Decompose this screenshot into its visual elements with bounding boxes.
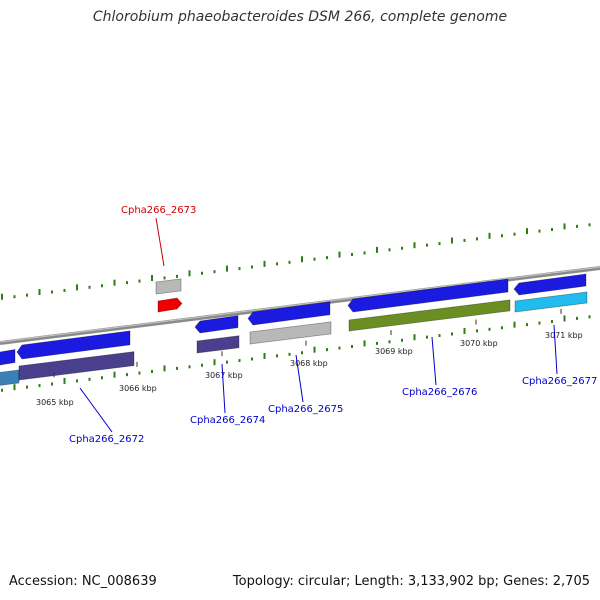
scale-tick-label: 3070 kbp (460, 339, 498, 348)
gene-leader-line (295, 354, 304, 403)
gene-labels: Cpha266_2672Cpha266_2673Cpha266_2674Cpha… (69, 205, 597, 445)
gene-label[interactable]: Cpha266_2675 (268, 404, 343, 415)
scale-tick-label: 3067 kbp (205, 371, 243, 380)
scale-tick-label: 3066 kbp (119, 384, 157, 393)
gene-arrow-2675[interactable] (247, 301, 331, 326)
map-title: Chlorobium phaeobacteroides DSM 266, com… (92, 9, 508, 25)
scale-tick-label: 3069 kbp (375, 347, 413, 356)
gene-arrow-2677[interactable] (513, 273, 587, 296)
gene-bar-2671[interactable] (0, 369, 20, 386)
gene-arrow-2674[interactable] (194, 315, 239, 334)
gene-bar-2675[interactable] (249, 321, 332, 345)
gene-leader-line (221, 363, 226, 414)
accession-text: Accession: NC_008639 (9, 574, 157, 589)
gc-skew-track-lower (1, 315, 591, 392)
scale-ticks: 3065 kbp 3066 kbp 3067 kbp 3068 kbp 3069 kbp… (36, 308, 583, 407)
gene-bar-2674[interactable] (196, 335, 240, 354)
gene-label[interactable]: Cpha266_2674 (190, 415, 265, 426)
gene-label[interactable]: Cpha266_2676 (402, 387, 477, 398)
gene-leader-line (155, 217, 165, 267)
gene-bar-2672[interactable] (18, 351, 135, 381)
gc-skew-track-upper (1, 223, 591, 300)
gene-bar-2677[interactable] (514, 291, 588, 313)
gene-arrow-2673[interactable] (157, 297, 183, 313)
gene-arrow-2676[interactable] (347, 278, 509, 313)
gene-leader-line (553, 324, 558, 375)
gene-label[interactable]: Cpha266_2672 (69, 434, 144, 445)
gene-bar-2673[interactable] (155, 278, 182, 295)
genome-summary-text: Topology: circular; Length: 3,133,902 bp… (232, 574, 590, 589)
scale-tick-label: 3068 kbp (290, 359, 328, 368)
gene-leader-line (79, 387, 113, 433)
scale-tick-label: 3071 kbp (545, 331, 583, 340)
gene-label[interactable]: Cpha266_2677 (522, 376, 597, 387)
gene-arrow-2672[interactable] (16, 330, 131, 360)
gene-label[interactable]: Cpha266_2673 (121, 205, 196, 216)
gene-arrow-2671[interactable] (0, 349, 16, 366)
gene-features (0, 273, 588, 386)
gene-leader-line (431, 336, 437, 386)
scale-tick-label: 3065 kbp (36, 398, 74, 407)
gene-bar-2676[interactable] (348, 299, 511, 332)
genome-backbone-highlight (0, 266, 600, 343)
